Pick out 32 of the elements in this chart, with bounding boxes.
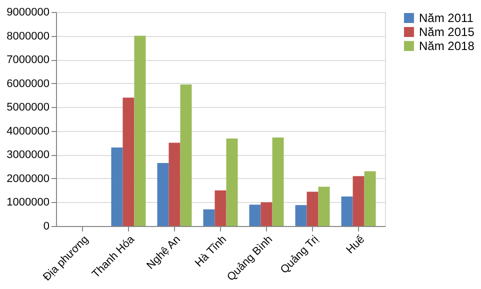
bar [214,190,226,226]
bar [203,209,215,226]
y-tick-label: 8000000 [6,30,50,42]
bar [168,142,180,226]
bar [249,204,261,226]
y-tick-label: 5000000 [6,102,50,114]
bar [352,176,364,226]
bar [364,171,376,226]
x-tick-label: Hà Tĩnh [192,234,229,270]
y-tick-label: 1000000 [6,196,50,209]
bar [180,84,192,226]
y-tick-label: 9000000 [6,6,50,18]
bar [157,162,169,226]
y-tick-label: 0 [43,220,50,232]
bar [318,186,330,226]
y-tick-label: 2000000 [6,172,50,185]
y-tick-label: 6000000 [6,78,50,90]
y-tick-label: 4000000 [6,125,50,138]
bar [295,205,307,226]
legend-label: Năm 2011 [419,11,474,25]
bar [134,36,146,226]
bar [226,138,238,226]
bar [272,138,284,226]
bar [341,196,353,226]
bar [111,148,123,226]
bar [122,98,134,226]
bar [306,192,318,226]
y-tick-label: 7000000 [6,54,50,66]
legend-label: Năm 2015 [419,25,475,39]
legend-label: Năm 2018 [419,39,475,53]
y-tick-label: 3000000 [6,149,50,162]
bar [260,202,272,226]
